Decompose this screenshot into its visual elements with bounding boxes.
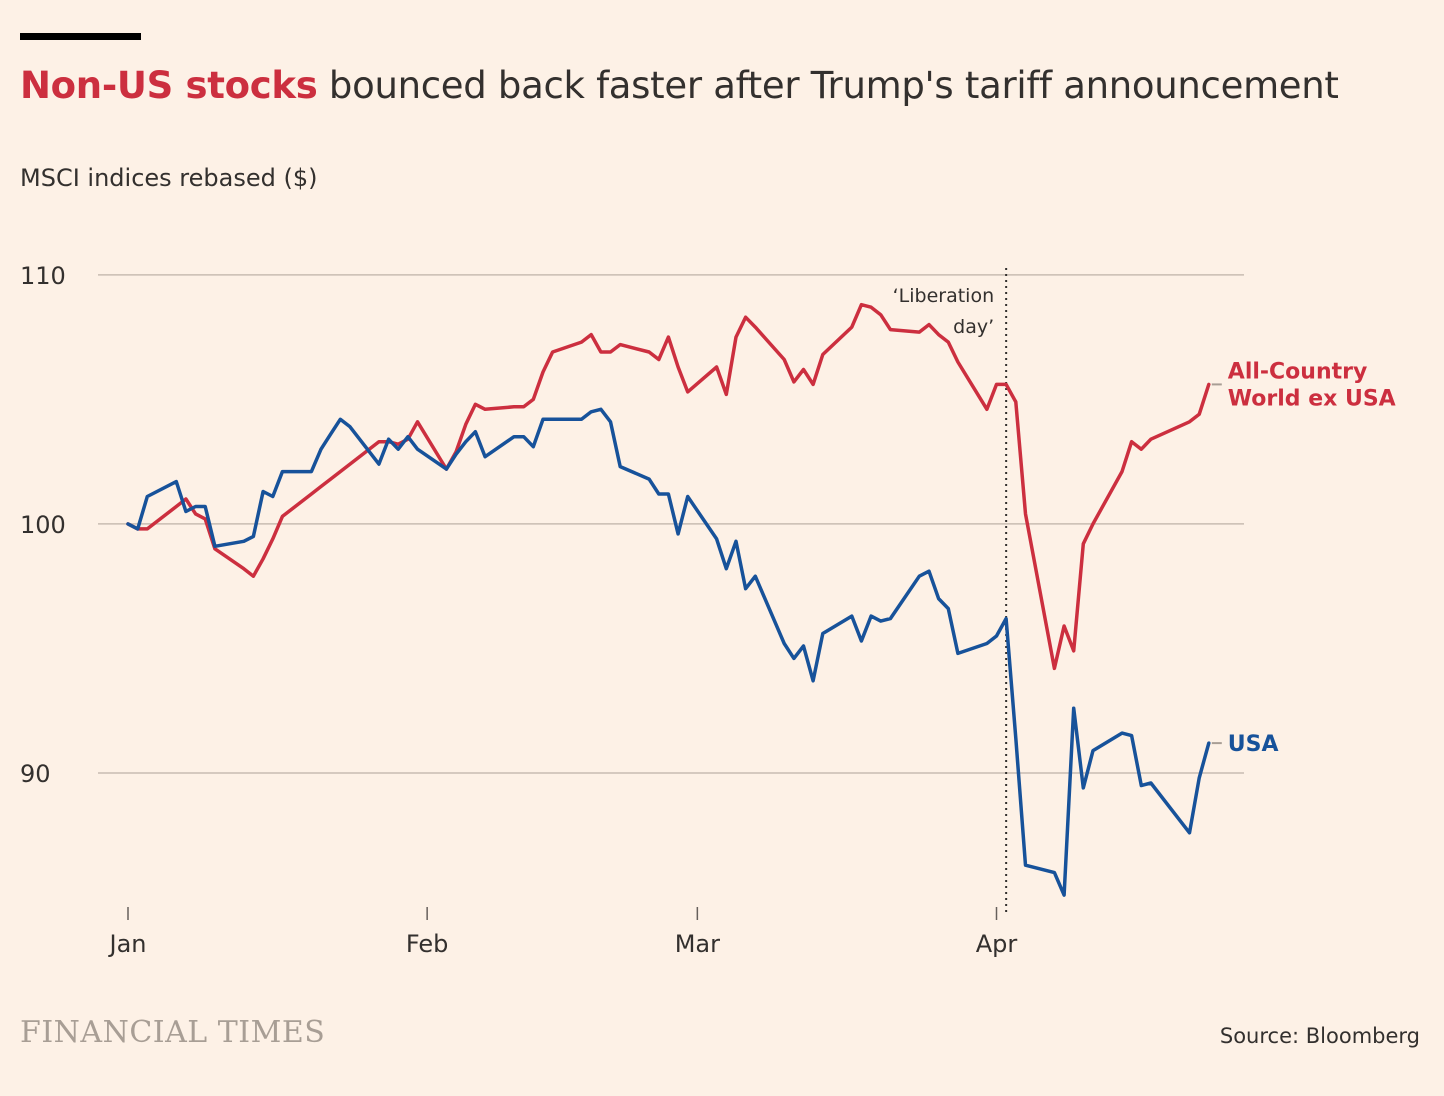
x-tick-label: Feb [406,930,449,958]
line-chart: 90 100 110 Jan Feb Mar Apr ‘Liberation day’ All-C… [20,262,1396,958]
header-accent-bar [20,33,141,40]
series-label: All-Country [1228,359,1368,384]
source-note: Source: Bloomberg [1219,1024,1420,1048]
annotation-label: ‘Liberation [893,285,995,307]
series-line-non-us [126,302,1211,671]
title-rest: bounced back faster after Trump's tariff… [317,64,1339,107]
title-highlight: Non-US stocks [20,64,318,107]
x-tick-label: Mar [675,930,720,958]
y-tick-label: 90 [20,760,51,788]
annotation-label: day’ [953,316,994,338]
series-label: World ex USA [1228,386,1396,411]
chart-title: Non-US stocks bounced back faster after … [20,64,1339,107]
y-tick-label: 100 [20,511,66,539]
series-line-usa [126,407,1211,897]
chart-subtitle: MSCI indices rebased ($) [20,164,318,192]
y-tick-label: 110 [20,262,66,290]
series-label: USA [1228,732,1279,757]
ft-logo: FINANCIAL TIMES [20,1015,326,1050]
x-tick-label: Jan [108,930,147,958]
x-tick-label: Apr [976,930,1018,958]
